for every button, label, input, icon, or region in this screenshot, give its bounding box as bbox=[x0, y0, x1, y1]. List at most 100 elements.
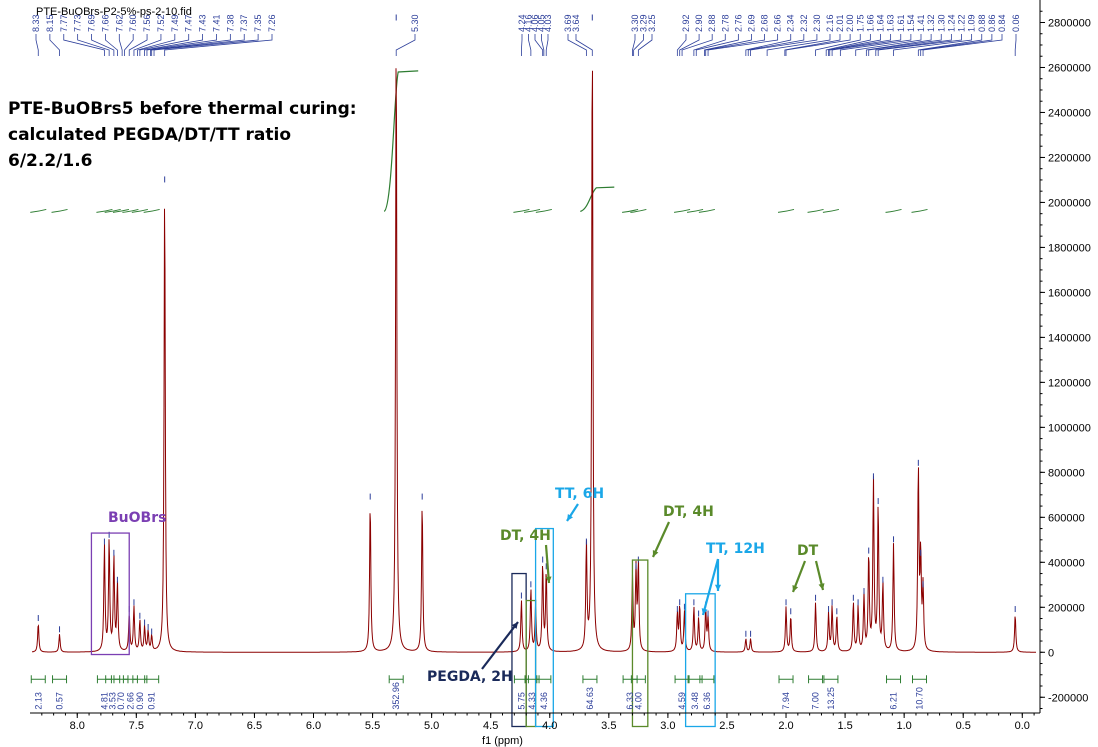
y-tick-label: 2000000 bbox=[1048, 197, 1091, 209]
integral-curve-medium bbox=[580, 186, 615, 213]
x-tick-label: 1.0 bbox=[897, 720, 912, 732]
peak-label: 7.60 bbox=[128, 14, 138, 32]
peak-label-leader bbox=[151, 34, 245, 56]
peak-label: 0.88 bbox=[977, 14, 987, 32]
peak-label: 2.78 bbox=[720, 14, 730, 32]
arrow-head bbox=[818, 583, 825, 590]
peak-label-leader bbox=[124, 34, 134, 56]
peak-label-layer: 8.33 8.15 7.77 7.73 7.69 7.66 7.62 7.60 7.56 7.52… bbox=[31, 14, 1021, 56]
y-tick-label: 1200000 bbox=[1048, 377, 1091, 389]
pegda-label: PEGDA, 2H bbox=[427, 669, 513, 685]
peak-label: 7.56 bbox=[142, 14, 152, 32]
peak-label: 1.64 bbox=[876, 14, 886, 32]
peak-label: 4.16 bbox=[524, 14, 534, 32]
y-tick-label: 2600000 bbox=[1048, 62, 1091, 74]
integral-value-label: 6.21 bbox=[889, 692, 899, 710]
peak-label-leader bbox=[91, 34, 115, 56]
y-tick-label: 400000 bbox=[1048, 557, 1085, 569]
x-tick-label: 1.5 bbox=[837, 720, 852, 732]
peak-label: 8.15 bbox=[45, 14, 55, 32]
file-name-label: PTE-BuOBrs-P2-5%-ps-2-10.fid bbox=[36, 6, 192, 18]
integral-value-label: 4.33 bbox=[527, 692, 537, 710]
dt-4h-arrow bbox=[544, 544, 552, 584]
peak-label: 3.64 bbox=[571, 14, 581, 32]
pegda-arrow bbox=[481, 621, 519, 670]
integral-curve bbox=[822, 208, 840, 213]
peak-label: 7.49 bbox=[170, 14, 180, 32]
x-tick-label: 0.0 bbox=[1015, 720, 1030, 732]
peak-label: 7.35 bbox=[253, 14, 263, 32]
integral-value-label: 64.63 bbox=[585, 687, 595, 710]
integral-curve bbox=[911, 208, 928, 213]
y-tick-label: -200000 bbox=[1048, 692, 1088, 704]
peak-label-leader bbox=[144, 34, 203, 56]
peak-label: 1.63 bbox=[886, 14, 896, 32]
peak-label-leader bbox=[534, 34, 544, 56]
peak-label: 8.33 bbox=[31, 14, 41, 32]
peak-label-leader bbox=[35, 34, 39, 56]
x-tick-label: 7.5 bbox=[129, 720, 144, 732]
peak-label-leader bbox=[545, 34, 549, 56]
integral-curve bbox=[122, 208, 139, 213]
peak-label-leader bbox=[831, 34, 902, 56]
peak-label-leader bbox=[705, 34, 765, 56]
peak-label: 7.62 bbox=[114, 14, 124, 32]
peak-label-leader bbox=[865, 34, 932, 56]
peak-label: 2.92 bbox=[681, 14, 691, 32]
peak-label-leader bbox=[63, 34, 105, 56]
y-tick-label: 2400000 bbox=[1048, 107, 1091, 119]
peak-label-leader bbox=[1014, 34, 1017, 56]
peak-label-leader bbox=[632, 34, 636, 56]
annotation-line-2: calculated PEGDA/DT/TT ratio bbox=[8, 125, 292, 145]
peak-label: 2.66 bbox=[773, 14, 783, 32]
integral-curve bbox=[630, 208, 647, 213]
integral-curve bbox=[674, 208, 691, 213]
x-tick-label: 3.0 bbox=[660, 720, 675, 732]
peak-label: 1.09 bbox=[967, 14, 977, 32]
peak-label: 2.01 bbox=[835, 14, 845, 32]
peak-label-leader bbox=[695, 34, 739, 56]
peak-label: 4.05 bbox=[537, 14, 547, 32]
axis-layer: 8.0 7.5 7.0 6.5 6.0 5.5 5.0 4.5 4.0 3.5 3.0 2.5 2.0 1… bbox=[30, 0, 1091, 747]
peak-label-leader bbox=[637, 34, 653, 56]
peak-label: 2.90 bbox=[694, 14, 704, 32]
peak-label-leader bbox=[750, 34, 818, 56]
arrow-head bbox=[511, 622, 518, 629]
peak-label-leader bbox=[137, 34, 176, 56]
integral-value-label: 5.75 bbox=[516, 692, 526, 710]
peak-label-leader bbox=[828, 34, 881, 56]
tt-6h-arrow bbox=[566, 503, 579, 522]
peak-label: 1.24 bbox=[946, 14, 956, 32]
integral-value-label: 2.66 bbox=[125, 692, 135, 710]
arrow-shaft bbox=[544, 544, 551, 584]
x-tick-label: 6.5 bbox=[247, 720, 262, 732]
peak-label-leader bbox=[704, 34, 752, 56]
y-tick-label: 2200000 bbox=[1048, 152, 1091, 164]
tt-12h-arrow-2 bbox=[714, 559, 722, 591]
x-tick-label: 3.5 bbox=[601, 720, 616, 732]
peak-label-leader bbox=[567, 34, 587, 56]
peak-label: 1.41 bbox=[916, 14, 926, 32]
peak-label: 1.61 bbox=[896, 14, 906, 32]
peak-label-leader bbox=[917, 34, 983, 56]
peak-label-leader bbox=[541, 34, 545, 56]
y-tick-label: 2800000 bbox=[1048, 17, 1091, 29]
peak-label-leader bbox=[875, 34, 952, 56]
peak-label-leader bbox=[920, 34, 993, 56]
peak-label-leader bbox=[575, 34, 593, 56]
peak-label-leader bbox=[146, 34, 217, 56]
integral-value-label: 10.70 bbox=[915, 687, 925, 710]
peak-label: 7.66 bbox=[100, 14, 110, 32]
integral-curve bbox=[143, 208, 160, 213]
peak-label: 2.88 bbox=[707, 14, 717, 32]
peak-label-leader bbox=[825, 34, 871, 56]
peak-label-leader bbox=[676, 34, 687, 56]
peak-label: 4.24 bbox=[517, 14, 527, 32]
arrow-head bbox=[545, 576, 552, 583]
integral-curve bbox=[777, 208, 795, 213]
peak-label: 7.37 bbox=[239, 14, 249, 32]
y-tick-label: 1800000 bbox=[1048, 242, 1091, 254]
integral-curve bbox=[535, 208, 552, 213]
peak-label-leader bbox=[77, 34, 110, 56]
peak-label-leader bbox=[893, 34, 973, 56]
